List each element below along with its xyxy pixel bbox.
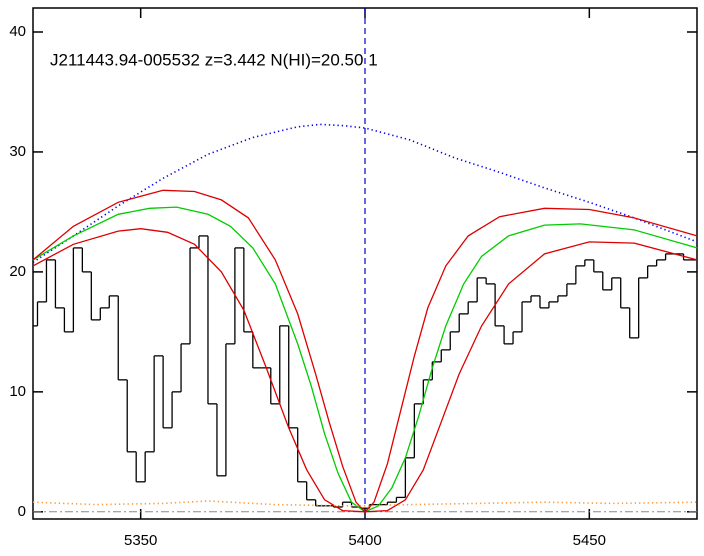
x-tick-label: 5400 — [348, 532, 381, 549]
y-tick-label: 10 — [9, 383, 26, 400]
y-tick-label: 20 — [9, 263, 26, 280]
series-line — [32, 189, 698, 513]
chart-title: J211443.94-005532 z=3.442 N(HI)=20.50 1 — [50, 50, 378, 69]
x-tick-label: 5450 — [573, 532, 606, 549]
y-tick-label: 40 — [9, 23, 26, 40]
y-tick-label: 0 — [18, 503, 26, 520]
y-tick-label: 30 — [9, 143, 26, 160]
series-line — [32, 123, 698, 263]
x-tick-label: 5350 — [124, 532, 157, 549]
series-line — [32, 206, 698, 513]
series-line — [32, 228, 698, 513]
